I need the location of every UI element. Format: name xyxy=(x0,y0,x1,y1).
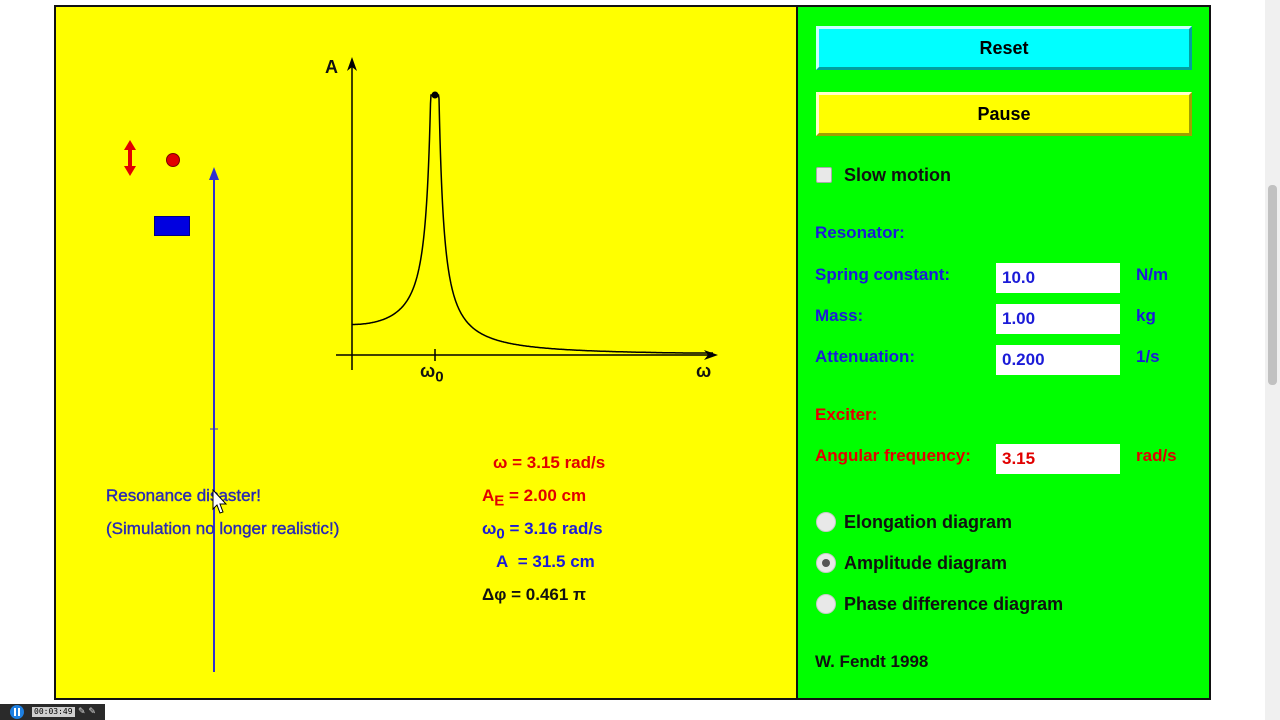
recording-timer: 00:03:49 xyxy=(32,707,75,717)
phase-diagram-label: Phase difference diagram xyxy=(844,594,1064,614)
page-scrollbar[interactable] xyxy=(1265,0,1280,720)
amplitude-graph xyxy=(336,57,718,370)
exciter-dot xyxy=(166,153,180,167)
amplitude-diagram-label: Amplitude diagram xyxy=(844,553,1008,573)
graph-y-label: A xyxy=(325,57,338,77)
reset-button[interactable]: Reset xyxy=(816,26,1192,70)
scrollbar-thumb[interactable] xyxy=(1268,185,1277,385)
credit-text: W. Fendt 1998 xyxy=(815,652,929,671)
angular-frequency-input[interactable] xyxy=(996,444,1120,474)
attenuation-input[interactable] xyxy=(996,345,1120,375)
amplitude-diagram-radio[interactable] xyxy=(816,553,836,573)
recorder-tools-icon[interactable]: ✎ ✎ xyxy=(78,707,96,717)
mass-label: Mass: xyxy=(815,306,864,325)
resonator-heading: Resonator: xyxy=(815,223,905,242)
oscillator-mass xyxy=(154,216,190,236)
graph-peak-label: ω0 xyxy=(420,361,444,386)
oscillator-axis xyxy=(209,167,219,672)
attenuation-label: Attenuation: xyxy=(815,347,916,366)
slow-motion-checkbox[interactable] xyxy=(816,167,832,183)
readout-natural-frequency: ω0 = 3.16 rad/s xyxy=(482,519,603,543)
attenuation-unit: 1/s xyxy=(1136,347,1160,366)
spring-constant-input[interactable] xyxy=(996,263,1120,293)
current-amplitude-point xyxy=(431,91,439,99)
control-panel: Reset Pause Slow motion Resonator: Sprin… xyxy=(796,5,1211,700)
readout-exciter-amplitude: AE = 2.00 cm xyxy=(482,486,587,510)
spring-constant-unit: N/m xyxy=(1136,265,1169,284)
phase-diagram-radio[interactable] xyxy=(816,594,836,614)
mass-input[interactable] xyxy=(996,304,1120,334)
elongation-diagram-label: Elongation diagram xyxy=(844,512,1013,532)
readout-omega: ω = 3.15 rad/s xyxy=(493,453,606,472)
mass-unit: kg xyxy=(1136,306,1156,325)
elongation-diagram-radio[interactable] xyxy=(816,512,836,532)
pause-recording-icon[interactable] xyxy=(10,705,24,719)
recorder-taskbar: 00:03:49 ✎ ✎ xyxy=(0,704,105,720)
simulation-canvas: A ω ω0 Resonance disaster! (Simulation n… xyxy=(54,5,796,700)
pause-button[interactable]: Pause xyxy=(816,92,1192,136)
exciter-arrow-icon[interactable] xyxy=(122,140,138,176)
graph-x-label: ω xyxy=(696,361,712,381)
warning-message-line1: Resonance disaster! xyxy=(106,486,261,505)
angular-frequency-unit: rad/s xyxy=(1136,446,1177,465)
resonance-curve xyxy=(352,94,713,354)
slow-motion-label: Slow motion xyxy=(844,165,951,185)
readout-amplitude: A = 31.5 cm xyxy=(496,552,595,571)
warning-message-line2: (Simulation no longer realistic!) xyxy=(106,519,340,538)
spring-constant-label: Spring constant: xyxy=(815,265,951,284)
readout-phase-difference: Δφ = 0.461 π xyxy=(482,585,587,604)
mouse-cursor-icon xyxy=(212,489,228,514)
exciter-heading: Exciter: xyxy=(815,405,878,424)
angular-frequency-label: Angular frequency: xyxy=(815,446,971,465)
